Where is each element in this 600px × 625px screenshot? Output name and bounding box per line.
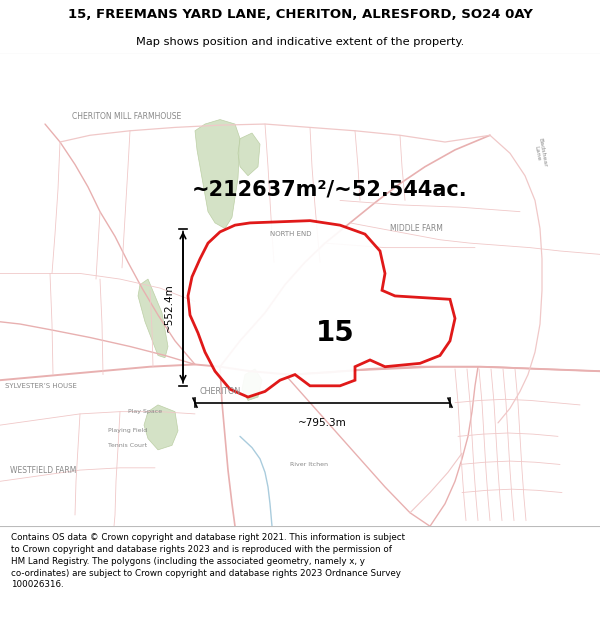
Text: Playing Field: Playing Field [108, 428, 147, 433]
Text: MIDDLE FARM: MIDDLE FARM [390, 224, 443, 233]
Polygon shape [188, 221, 455, 397]
Polygon shape [238, 133, 260, 176]
Text: CHERITON: CHERITON [200, 387, 241, 396]
Polygon shape [195, 119, 240, 229]
Text: CHERITON MILL FARMHOUSE: CHERITON MILL FARMHOUSE [72, 112, 181, 121]
Text: ~795.3m: ~795.3m [298, 418, 347, 428]
Polygon shape [138, 279, 168, 358]
Text: Map shows position and indicative extent of the property.: Map shows position and indicative extent… [136, 38, 464, 48]
Text: 15: 15 [316, 319, 355, 347]
Text: Tennis Court: Tennis Court [108, 443, 147, 448]
Text: Badshear
Lane: Badshear Lane [532, 138, 548, 169]
Text: ~212637m²/~52.544ac.: ~212637m²/~52.544ac. [192, 179, 468, 199]
Polygon shape [242, 369, 262, 401]
Text: ~552.4m: ~552.4m [164, 282, 174, 331]
Text: NORTH END: NORTH END [270, 231, 311, 237]
Text: River Itchen: River Itchen [290, 462, 328, 467]
Text: Contains OS data © Crown copyright and database right 2021. This information is : Contains OS data © Crown copyright and d… [11, 533, 405, 589]
Text: WESTFIELD FARM: WESTFIELD FARM [10, 466, 76, 474]
Text: SYLVESTER’S HOUSE: SYLVESTER’S HOUSE [5, 382, 77, 389]
Text: 15, FREEMANS YARD LANE, CHERITON, ALRESFORD, SO24 0AY: 15, FREEMANS YARD LANE, CHERITON, ALRESF… [68, 8, 532, 21]
Text: Play Space: Play Space [128, 409, 162, 414]
Polygon shape [144, 405, 178, 450]
